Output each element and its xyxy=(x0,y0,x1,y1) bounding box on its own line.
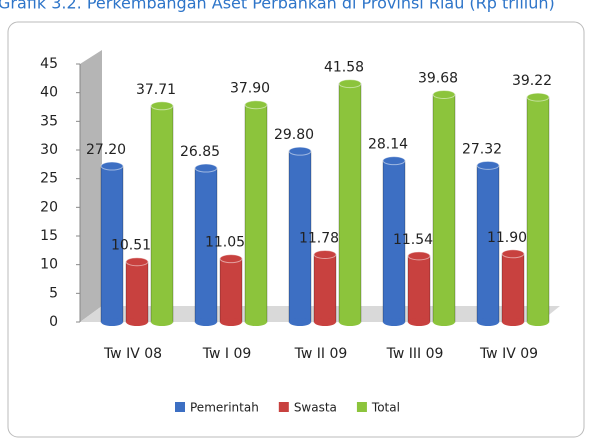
x-tick-label: Tw IV 08 xyxy=(103,346,162,362)
bar-top xyxy=(288,146,312,156)
bar-body xyxy=(313,253,337,323)
bar-body xyxy=(244,104,268,323)
bar xyxy=(382,156,406,326)
bar xyxy=(125,257,149,326)
data-label: 11.78 xyxy=(299,230,339,246)
data-label: 26.85 xyxy=(180,144,220,160)
data-label: 11.90 xyxy=(487,230,527,246)
y-tick-label: 20 xyxy=(40,199,58,215)
y-tick-label: 10 xyxy=(40,257,58,273)
bar-base xyxy=(126,318,148,326)
bar-top xyxy=(244,100,268,110)
bar-top xyxy=(501,249,525,259)
y-tick-label: 35 xyxy=(40,113,58,129)
bar xyxy=(313,249,337,326)
bar-top xyxy=(313,249,337,259)
bar-body xyxy=(432,94,456,323)
bar-base xyxy=(502,318,524,326)
bar-base xyxy=(195,318,217,326)
bar-base xyxy=(383,318,405,326)
x-tick-label: Tw II 09 xyxy=(294,346,348,362)
bar-top xyxy=(219,254,243,264)
bar-body xyxy=(501,253,525,323)
bar-top xyxy=(476,160,500,170)
data-label: 11.54 xyxy=(393,232,433,248)
bar-base xyxy=(314,318,336,326)
data-label: 37.71 xyxy=(136,82,176,98)
bar-top xyxy=(150,101,174,111)
legend-swatch xyxy=(356,402,367,412)
bar xyxy=(219,254,243,326)
bar xyxy=(288,146,312,326)
legend-label: Pemerintah xyxy=(190,401,259,415)
bar-base xyxy=(477,318,499,326)
y-tick-label: 40 xyxy=(40,85,58,101)
bar xyxy=(526,92,550,326)
y-tick-label: 15 xyxy=(40,228,58,244)
bar-body xyxy=(219,258,243,323)
legend-swatch xyxy=(175,402,185,412)
data-label: 37.90 xyxy=(230,81,270,97)
bar-base xyxy=(527,318,549,326)
side-wall xyxy=(80,50,102,322)
bar-top xyxy=(407,251,431,261)
bar-body xyxy=(150,105,174,323)
bar xyxy=(150,101,174,326)
bar-base xyxy=(433,318,455,326)
chart-title: Grafik 3.2. Perkembangan Aset Perbankan … xyxy=(0,0,555,13)
bar xyxy=(476,160,500,326)
bar-top xyxy=(194,163,218,173)
bar-base xyxy=(101,318,123,326)
bar-top xyxy=(125,257,149,267)
data-label: 10.51 xyxy=(111,238,151,254)
bar-base xyxy=(151,318,173,326)
x-tick-label: Tw I 09 xyxy=(202,346,252,362)
bar-top xyxy=(526,92,550,102)
data-label: 29.80 xyxy=(274,127,314,143)
bar-top xyxy=(338,79,362,89)
bar xyxy=(100,161,124,326)
bar-body xyxy=(526,96,550,323)
y-tick-label: 5 xyxy=(49,285,58,301)
bar xyxy=(407,251,431,326)
data-label: 27.20 xyxy=(86,142,126,158)
data-label: 27.32 xyxy=(462,141,502,157)
bar xyxy=(432,90,456,326)
legend-swatch xyxy=(278,402,289,412)
bar xyxy=(501,249,525,326)
bar-base xyxy=(245,318,267,326)
x-tick-label: Tw III 09 xyxy=(386,346,444,362)
bar-base xyxy=(408,318,430,326)
y-tick-label: 45 xyxy=(40,56,58,72)
x-tick-label: Tw IV 09 xyxy=(479,346,538,362)
data-label: 39.68 xyxy=(418,71,458,87)
bar-top xyxy=(432,90,456,100)
bar-base xyxy=(339,318,361,326)
bar-body xyxy=(338,83,362,323)
bar-body xyxy=(125,261,149,323)
y-tick-label: 0 xyxy=(49,314,58,330)
bar xyxy=(244,100,268,326)
data-label: 28.14 xyxy=(368,137,408,153)
y-tick-label: 30 xyxy=(40,142,58,158)
legend-label: Total xyxy=(371,401,400,415)
data-label: 11.05 xyxy=(205,235,245,251)
y-tick-label: 25 xyxy=(40,171,58,187)
legend-label: Swasta xyxy=(294,401,337,415)
data-label: 41.58 xyxy=(324,60,364,76)
bar-base xyxy=(289,318,311,326)
data-label: 39.22 xyxy=(512,73,552,89)
bar-top xyxy=(100,161,124,171)
bar-top xyxy=(382,156,406,166)
bar xyxy=(338,79,362,326)
bar xyxy=(194,163,218,326)
bar-base xyxy=(220,318,242,326)
bar-body xyxy=(407,255,431,323)
